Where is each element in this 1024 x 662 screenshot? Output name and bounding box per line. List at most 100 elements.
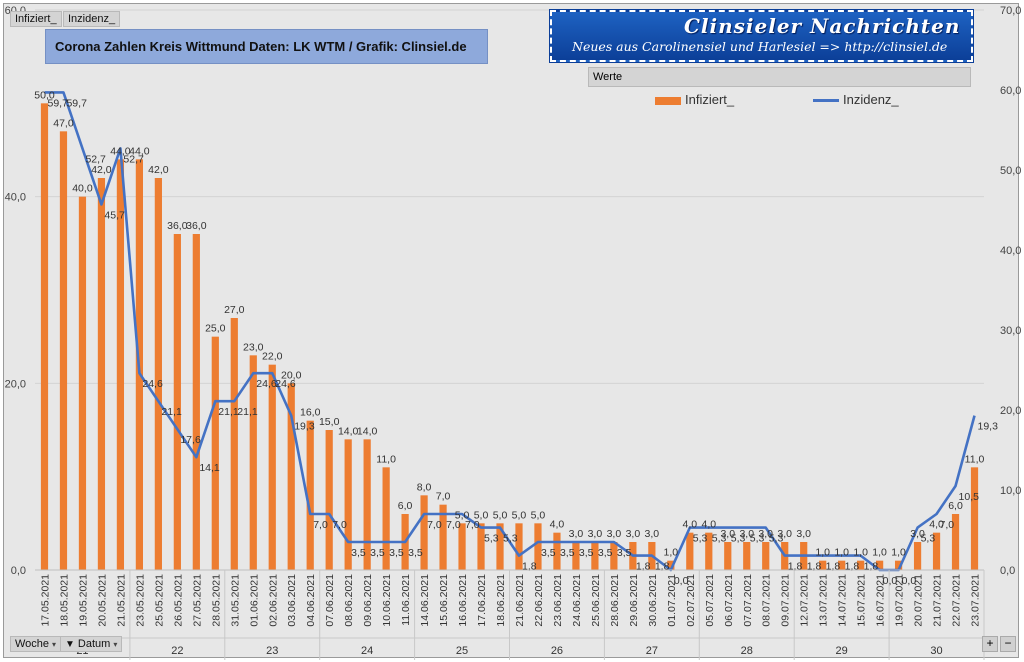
bar	[894, 560, 903, 570]
x-tick-label: 17.06.2021	[476, 574, 488, 627]
bar-data-label: 14,0	[338, 425, 359, 437]
bar-data-label: 5,0	[455, 509, 470, 521]
week-label: 27	[646, 645, 658, 657]
right-axis: 0,0 10,0 20,0 30,0 40,0 50,0 60,0 70,0	[1000, 5, 1021, 577]
right-tick-label: 70,0	[1000, 5, 1021, 17]
x-tick-label: 13.07.2021	[818, 574, 830, 627]
legend-label-infiziert: Infiziert_	[685, 92, 735, 107]
x-tick-label: 20.05.2021	[96, 574, 108, 627]
line-data-label: 3,5	[389, 547, 404, 559]
bar	[325, 430, 333, 570]
bar	[268, 364, 276, 570]
right-tick-label: 0,0	[1000, 565, 1015, 577]
bar-data-label: 25,0	[205, 323, 226, 335]
line-data-label: 5,3	[693, 533, 708, 545]
filter-button-inzidenz[interactable]: Inzidenz_	[63, 11, 121, 27]
bar-data-label: 27,0	[224, 304, 245, 316]
bar-data-label: 4,0	[550, 519, 565, 531]
bar-data-label: 22,0	[262, 351, 283, 363]
bar	[610, 542, 618, 570]
bar-data-label: 1,0	[664, 547, 679, 559]
week-label: 25	[456, 645, 468, 657]
line-data-label: 17,6	[180, 434, 201, 446]
x-tick-label: 19.05.2021	[77, 574, 89, 627]
zoom-minus-button[interactable]: −	[1000, 636, 1016, 652]
week-label: 26	[551, 645, 563, 657]
x-tick-label: 11.06.2021	[400, 574, 412, 626]
bar	[97, 178, 106, 570]
zoom-plus-button[interactable]: +	[982, 636, 998, 652]
x-tick-label: 15.06.2021	[438, 574, 450, 627]
line-data-label: 1,8	[655, 561, 670, 573]
bar-data-label: 36,0	[167, 220, 188, 232]
x-tick-label: 14.06.2021	[419, 574, 431, 627]
bar-data-label: 3,0	[796, 528, 811, 540]
bar	[458, 523, 466, 570]
bar	[913, 542, 922, 570]
x-tick-label: 19.07.2021	[894, 574, 906, 627]
bar	[59, 131, 68, 571]
bar	[363, 439, 371, 570]
bar	[40, 103, 49, 570]
filter-button-infiziert[interactable]: Infiziert_	[10, 11, 62, 27]
x-tick-label: 18.05.2021	[58, 574, 70, 627]
filter-funnel-icon: ▼	[65, 639, 75, 650]
dropdown-arrow-icon: ▾	[52, 640, 57, 649]
x-tick-label: 25.05.2021	[153, 574, 165, 627]
left-tick-label: 40,0	[5, 192, 26, 204]
line-data-label: 3,5	[560, 547, 575, 559]
bar-data-label: 11,0	[376, 453, 396, 465]
bar	[819, 560, 827, 570]
dropdown-arrow-icon: ▾	[113, 640, 118, 649]
x-tick-label: 14.07.2021	[837, 574, 849, 627]
bar	[591, 542, 599, 570]
werte-field-button[interactable]: Werte	[588, 67, 971, 87]
legend-swatch-bar	[655, 96, 681, 105]
x-tick-label: 04.06.2021	[305, 574, 317, 627]
x-tick-label: 21.07.2021	[932, 574, 944, 627]
bar	[724, 542, 732, 570]
x-tick-label: 07.07.2021	[742, 574, 754, 627]
week-label: 24	[361, 645, 373, 657]
line-data-label: 5,3	[484, 533, 499, 545]
line-data-label: 5,3	[712, 533, 727, 545]
incidence-line	[44, 91, 976, 572]
right-tick-label: 10,0	[1000, 485, 1021, 497]
line-data-label: 1,8	[845, 561, 860, 573]
datum-field-button[interactable]: ▼ Datum ▾	[60, 636, 123, 652]
line-data-label: 24,6	[275, 378, 296, 390]
x-tick-label: 27.05.2021	[191, 574, 203, 627]
line-data-label: 7,0	[332, 519, 347, 531]
x-tick-label: 31.05.2021	[229, 574, 241, 627]
bar-data-label: 44,0	[110, 145, 131, 157]
x-tick-label: 01.06.2021	[248, 574, 260, 627]
bar-data-label: 40,0	[72, 183, 93, 195]
line-data-label: 21,1	[218, 406, 239, 418]
x-tick-label: 08.07.2021	[761, 574, 773, 627]
line-data-label: 1,8	[826, 561, 841, 573]
x-tick-label: 20.07.2021	[913, 574, 925, 627]
bar	[439, 504, 447, 570]
x-tick-label: 23.05.2021	[134, 574, 146, 627]
x-tick-label: 28.05.2021	[210, 574, 222, 627]
line-data-label: 5,3	[921, 533, 936, 545]
bar-data-label: 3,0	[720, 528, 735, 540]
bar	[496, 523, 504, 570]
week-label: 30	[930, 645, 942, 657]
legend-label-inzidenz: Inzidenz_	[843, 92, 899, 107]
x-tick-label: 18.06.2021	[495, 574, 507, 627]
bar-data-label: 14,0	[357, 425, 378, 437]
bar	[477, 523, 485, 570]
right-tick-label: 60,0	[1000, 85, 1021, 97]
bar-data-label: 3,0	[758, 528, 773, 540]
line-data-label: 3,5	[351, 547, 366, 559]
line-data-label: 1,8	[864, 561, 879, 573]
x-tick-label: 22.06.2021	[533, 574, 545, 627]
line-data-label: 3,5	[408, 547, 423, 559]
line-data-label: 19,3	[294, 421, 315, 433]
woche-label: Woche	[15, 638, 50, 650]
bar-data-label: 4,0	[929, 519, 944, 531]
woche-field-button[interactable]: Woche ▾	[10, 636, 62, 652]
line-data-label: 10,5	[959, 491, 980, 503]
bar	[686, 532, 694, 570]
